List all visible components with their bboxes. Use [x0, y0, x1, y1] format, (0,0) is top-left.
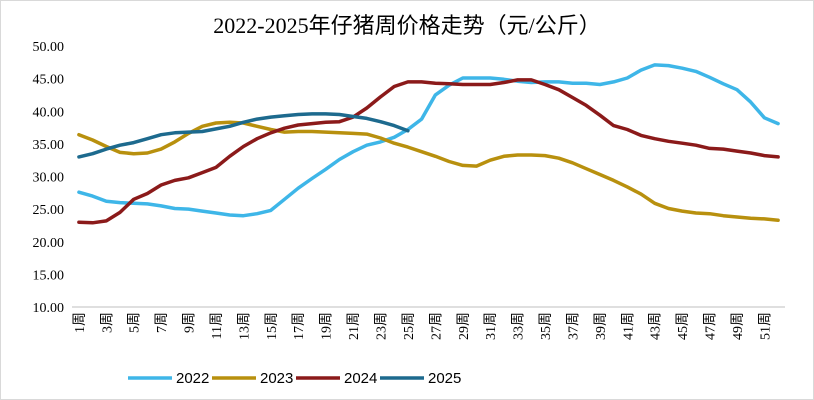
x-tick-label: 27周	[429, 312, 444, 340]
x-tick-label: 21周	[347, 312, 362, 340]
series-line	[77, 112, 410, 159]
y-tick-label: 40.00	[33, 105, 65, 120]
x-tick-label: 29周	[457, 312, 472, 340]
x-tick-label: 49周	[731, 312, 746, 340]
x-tick-label: 33周	[512, 312, 527, 340]
legend-label: 2024	[344, 370, 377, 387]
x-tick-label: 47周	[704, 312, 719, 340]
x-tick-label: 43周	[649, 312, 664, 340]
y-tick-label: 45.00	[33, 73, 65, 88]
x-tick-label: 37周	[566, 312, 581, 340]
series-line	[77, 120, 780, 222]
x-tick-label: 39周	[594, 312, 609, 340]
chart-title: 2022-2025年仔猪周价格走势（元/公斤）	[213, 13, 600, 38]
x-tick-label: 15周	[265, 312, 280, 340]
x-tick-label: 35周	[539, 312, 554, 340]
legend-label: 2023	[260, 370, 293, 387]
x-tick-label: 13周	[237, 312, 252, 340]
x-tick-label: 31周	[484, 312, 499, 340]
x-tick-label: 3周	[100, 312, 115, 333]
y-tick-label: 10.00	[33, 301, 65, 316]
y-tick-label: 30.00	[33, 171, 65, 186]
x-tick-label: 1周	[73, 312, 88, 333]
x-tick-label: 7周	[155, 312, 170, 333]
y-tick-label: 25.00	[33, 203, 65, 218]
legend: 2022 2023 2024 2025	[128, 370, 461, 387]
x-tick-label: 9周	[183, 312, 198, 333]
legend-label: 2025	[428, 370, 461, 387]
x-tick-label: 5周	[128, 312, 143, 333]
y-tick-label: 15.00	[33, 268, 65, 283]
x-tick-label: 11周	[210, 312, 225, 339]
x-tick-label: 41周	[621, 312, 636, 340]
y-tick-label: 35.00	[33, 138, 65, 153]
y-tick-label: 50.00	[33, 40, 65, 55]
series-line	[77, 63, 780, 218]
x-tick-label: 23周	[375, 312, 390, 340]
x-tick-label: 45周	[676, 312, 691, 340]
y-tick-label: 20.00	[33, 236, 65, 251]
legend-label: 2022	[176, 370, 209, 387]
x-tick-label: 51周	[758, 312, 773, 340]
x-tick-label: 25周	[402, 312, 417, 340]
x-tick-label: 17周	[292, 312, 307, 340]
x-tick-label: 19周	[320, 312, 335, 340]
series-line	[77, 78, 780, 225]
